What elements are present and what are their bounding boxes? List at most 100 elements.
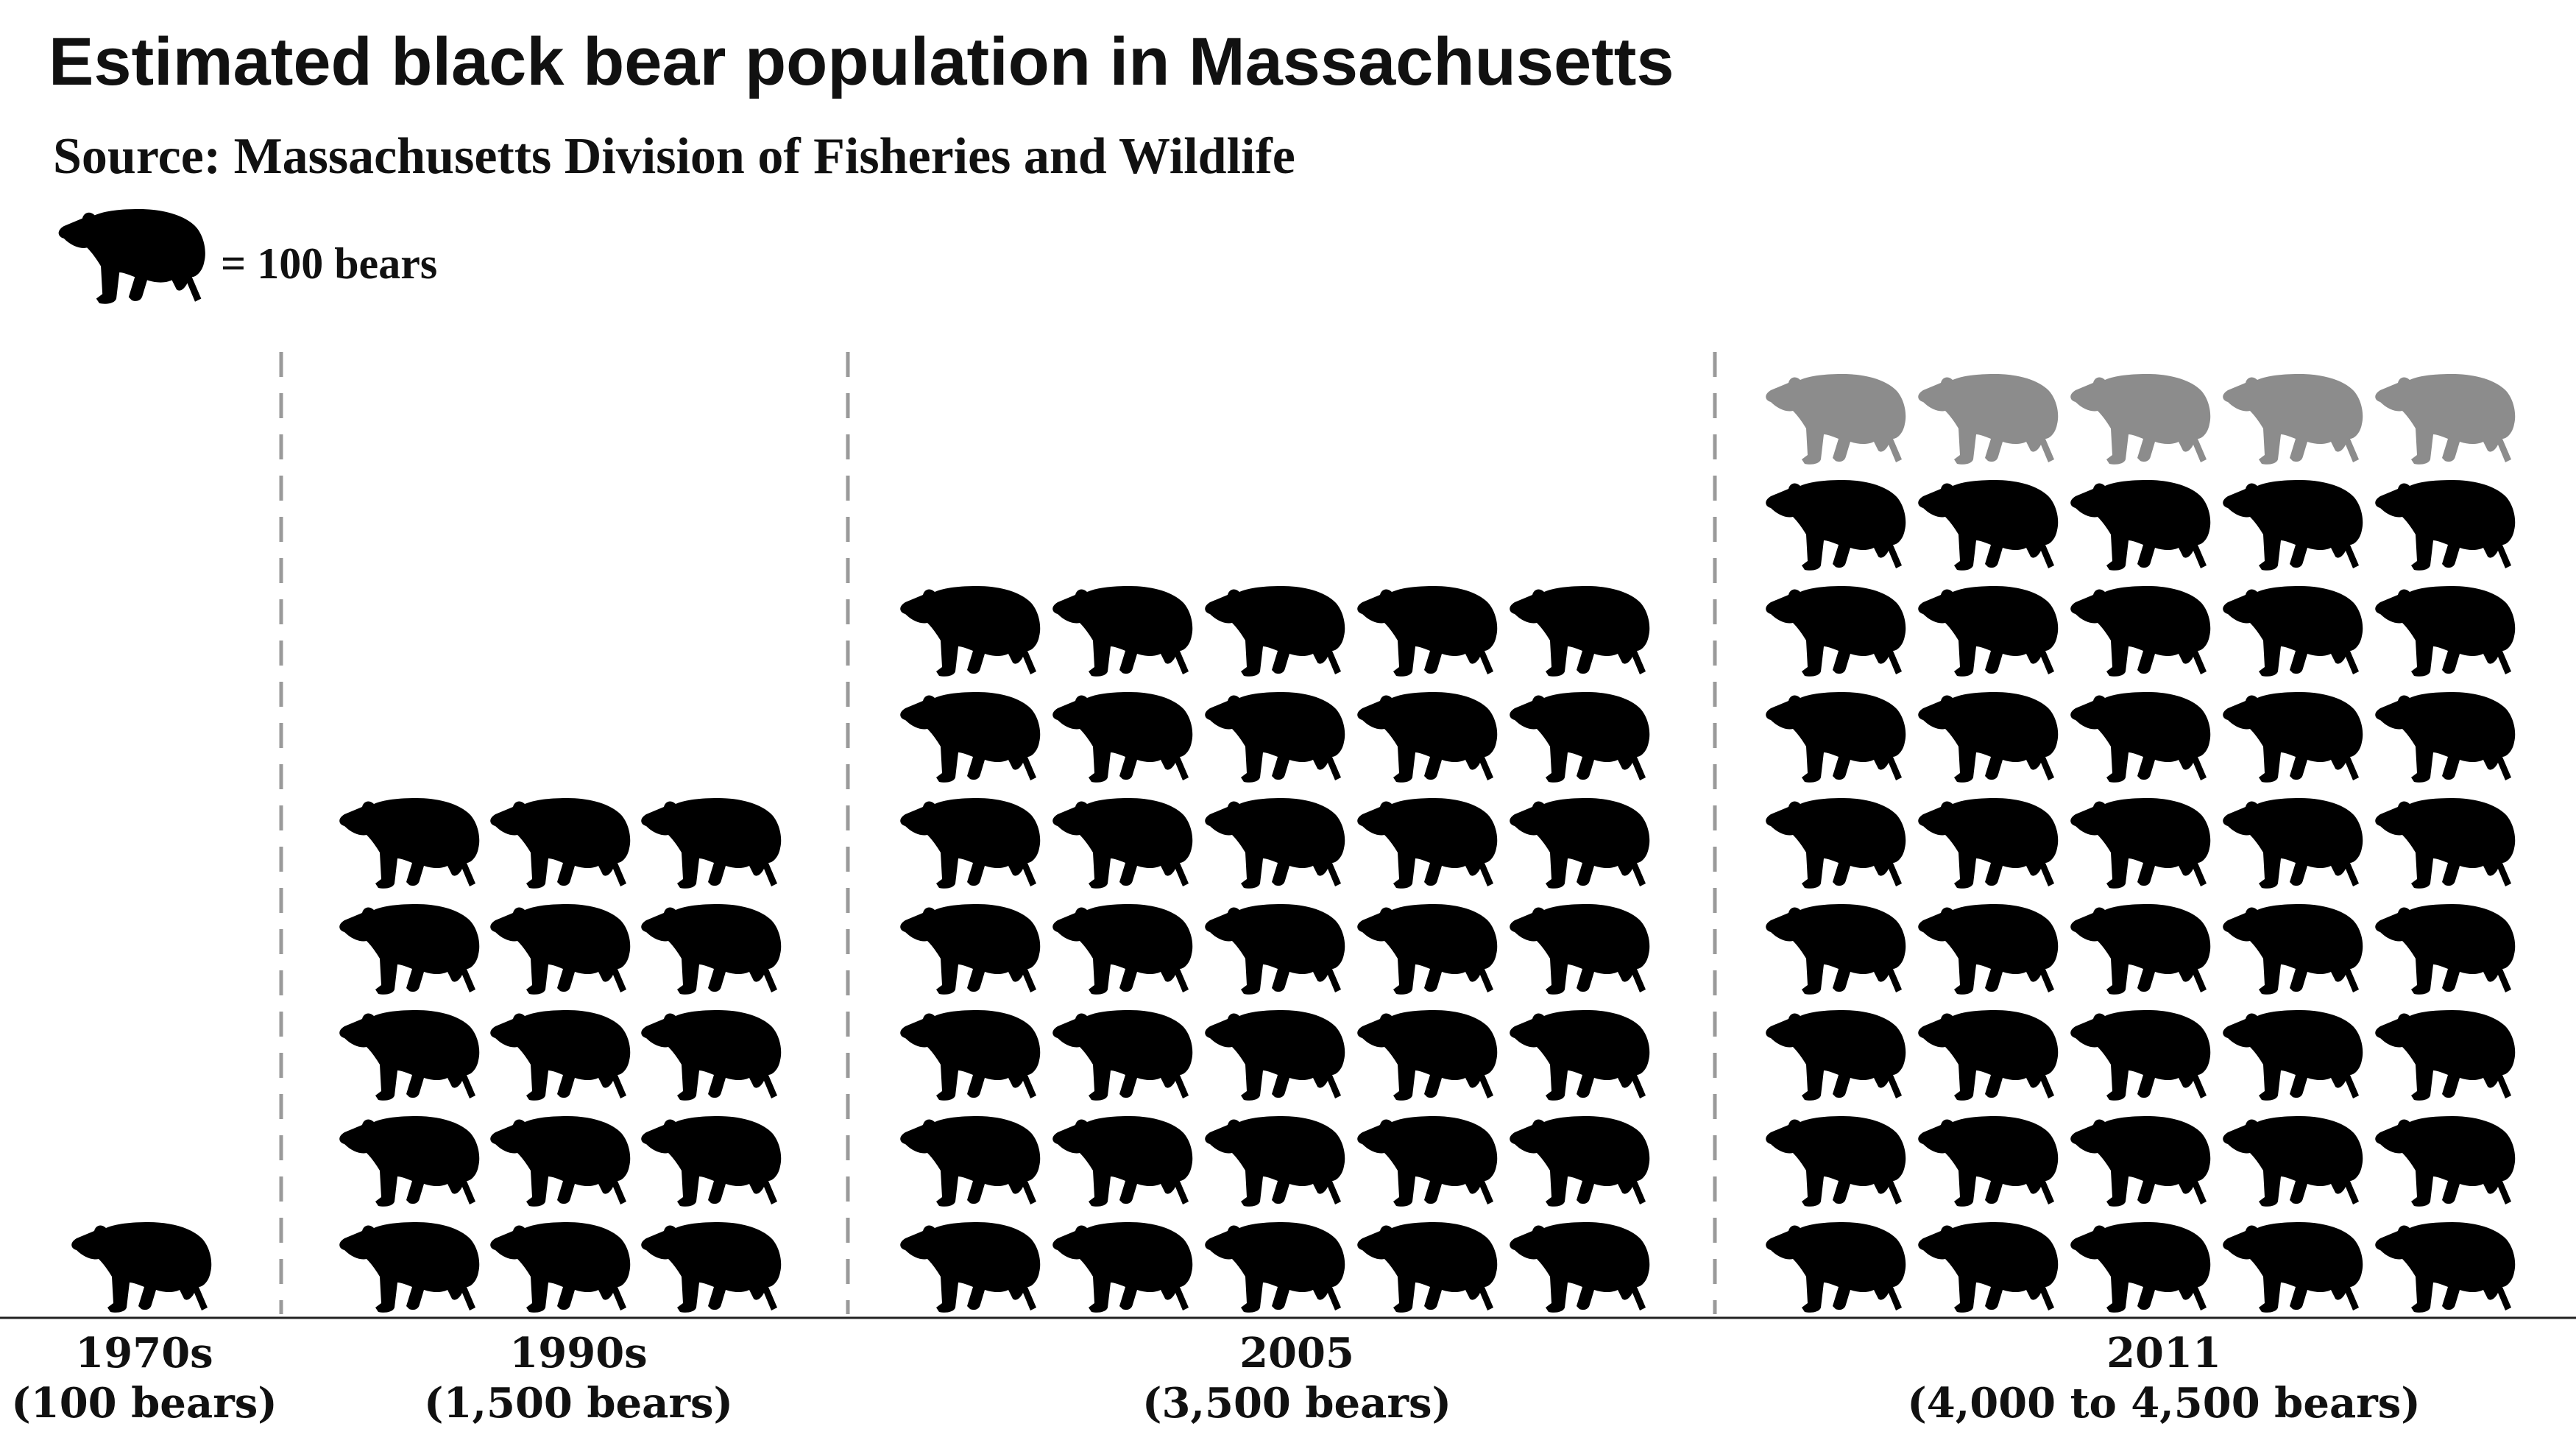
category-name: 1970s [75, 1329, 213, 1377]
bear-icon [641, 1116, 782, 1207]
dividers [279, 352, 1717, 1314]
bear-icon-range [2375, 374, 2516, 465]
bear-icon [641, 1222, 782, 1313]
bear-icon [1205, 798, 1345, 889]
bear-icon [1918, 904, 2059, 995]
bear-icon [900, 586, 1041, 677]
bear-icon [1052, 798, 1193, 889]
bear-icon [1205, 586, 1345, 677]
chart-subtitle: Source: Massachusetts Division of Fisher… [53, 128, 1295, 185]
bear-icon [2070, 1010, 2211, 1101]
bear-icon [2070, 480, 2211, 571]
category-label-0: 1970s (100 bears) [11, 1328, 277, 1428]
legend-label: = 100 bears [221, 239, 438, 288]
bear-icon [1205, 1116, 1345, 1207]
bear-icon [1766, 480, 1906, 571]
bear-icon [2375, 586, 2516, 677]
bear-icon [1510, 904, 1650, 995]
bear-icon [2070, 1116, 2211, 1207]
category-count: (4,000 to 4,500 bears) [1907, 1379, 2421, 1428]
bear-icon [1766, 1010, 1906, 1101]
bear-icon [490, 904, 631, 995]
bear-icon [1510, 1010, 1650, 1101]
category-count: (3,500 bears) [1142, 1379, 1451, 1428]
bear-icon [1052, 692, 1193, 783]
bear-icon-range [1918, 374, 2059, 465]
bear-icon [1510, 1222, 1650, 1313]
bear-icon [900, 904, 1041, 995]
chart-title: Estimated black bear population in Massa… [49, 24, 1674, 99]
bear-icon [2070, 1222, 2211, 1313]
bear-icon [1766, 1116, 1906, 1207]
bear-icon [1510, 1116, 1650, 1207]
bear-icon [2375, 1010, 2516, 1101]
bear-icon [490, 1010, 631, 1101]
bear-icon [2223, 480, 2363, 571]
bear-icon [1766, 904, 1906, 995]
bear-icon [2070, 586, 2211, 677]
bear-icon [1357, 1116, 1498, 1207]
bear-icon [1510, 586, 1650, 677]
bear-icon [2223, 692, 2363, 783]
bear-icon [1766, 798, 1906, 889]
bear-icon [1766, 692, 1906, 783]
bear-icon [1205, 692, 1345, 783]
bear-icon [900, 798, 1041, 889]
category-label-2: 2005 (3,500 bears) [1142, 1328, 1451, 1428]
bear-icon [1357, 1010, 1498, 1101]
bear-icon [2375, 904, 2516, 995]
bear-icon [1205, 1222, 1345, 1313]
bear-icon [900, 1222, 1041, 1313]
bear-icon [1510, 798, 1650, 889]
bear-icon [339, 904, 480, 995]
category-label-3: 2011 (4,000 to 4,500 bears) [1907, 1328, 2421, 1428]
bear-icon [1918, 692, 2059, 783]
bear-icon [1918, 586, 2059, 677]
bear-icon [339, 798, 480, 889]
bear-icon [641, 904, 782, 995]
bear-icon [900, 1116, 1041, 1207]
bear-icon [1510, 692, 1650, 783]
bear-icon [339, 1222, 480, 1313]
bear-icon-range [1766, 374, 1906, 465]
category-name: 2005 [1239, 1329, 1354, 1377]
bear-icon [2375, 480, 2516, 571]
bear-icon [1357, 692, 1498, 783]
bear-icon [1918, 1116, 2059, 1207]
bear-icon [490, 1116, 631, 1207]
bear-icons [71, 374, 2516, 1313]
category-count: (100 bears) [11, 1379, 277, 1428]
bear-icon [1918, 1222, 2059, 1313]
bear-icon [641, 798, 782, 889]
bear-icon [490, 1222, 631, 1313]
bear-icon [1918, 798, 2059, 889]
bear-icon [1052, 1116, 1193, 1207]
bear-icon [2223, 1116, 2363, 1207]
bear-icon [2223, 1222, 2363, 1313]
bear-icon [900, 692, 1041, 783]
bear-icon [2070, 692, 2211, 783]
bear-icon [71, 1222, 212, 1313]
bear-icon [1766, 586, 1906, 677]
category-count: (1,500 bears) [424, 1379, 733, 1428]
bear-icon [1052, 586, 1193, 677]
bear-icon [1052, 1010, 1193, 1101]
bear-icon [1052, 904, 1193, 995]
bear-icon [2375, 798, 2516, 889]
category-name: 2011 [2106, 1329, 2221, 1377]
bear-icon [2070, 904, 2211, 995]
category-name: 1990s [509, 1329, 648, 1377]
bear-icon [1052, 1222, 1193, 1313]
bear-icon [1357, 586, 1498, 677]
bear-icon [2375, 1116, 2516, 1207]
bear-icon [1766, 1222, 1906, 1313]
bear-icon [490, 798, 631, 889]
bear-icon [2375, 692, 2516, 783]
bear-icon [1357, 1222, 1498, 1313]
bear-icon [641, 1010, 782, 1101]
bear-icon [900, 1010, 1041, 1101]
bear-icon [1205, 1010, 1345, 1101]
bear-icon [1205, 904, 1345, 995]
bear-icon-range [2223, 374, 2363, 465]
